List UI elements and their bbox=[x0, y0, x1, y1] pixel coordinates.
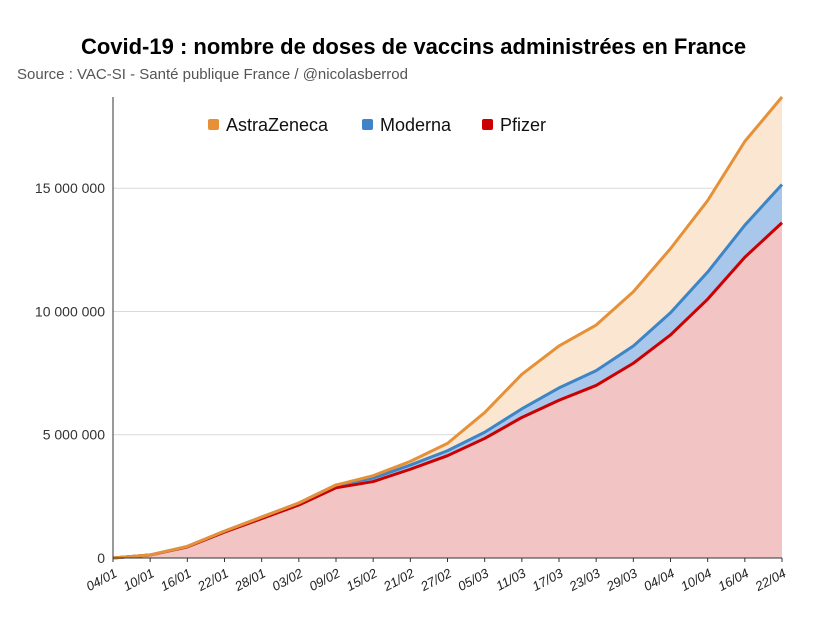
legend-swatch-pfizer bbox=[482, 119, 493, 130]
x-tick-label: 03/02 bbox=[269, 565, 305, 594]
x-tick-label: 10/01 bbox=[121, 565, 157, 594]
legend-label-astrazeneca: AstraZeneca bbox=[226, 115, 329, 135]
x-tick-label: 04/04 bbox=[641, 565, 677, 594]
x-tick-label: 28/01 bbox=[231, 565, 268, 594]
x-tick-label: 16/01 bbox=[158, 565, 194, 594]
x-tick-label: 16/04 bbox=[715, 565, 751, 594]
x-tick-label: 04/01 bbox=[84, 565, 120, 594]
legend-label-moderna: Moderna bbox=[380, 115, 452, 135]
y-tick-label: 10 000 000 bbox=[35, 303, 105, 319]
legend-label-pfizer: Pfizer bbox=[500, 115, 546, 135]
x-tick-label: 22/01 bbox=[194, 565, 231, 594]
area-astrazeneca bbox=[113, 97, 782, 558]
legend-swatch-astrazeneca bbox=[208, 119, 219, 130]
x-tick-label: 27/02 bbox=[417, 565, 454, 594]
x-tick-label: 21/02 bbox=[380, 565, 417, 594]
chart-title: Covid-19 : nombre de doses de vaccins ad… bbox=[80, 34, 747, 59]
x-tick-label: 09/02 bbox=[307, 565, 343, 594]
x-tick-label: 22/04 bbox=[752, 565, 789, 594]
x-tick-label: 10/04 bbox=[678, 565, 714, 594]
x-tick-label: 17/03 bbox=[530, 565, 566, 594]
legend-swatch-moderna bbox=[362, 119, 373, 130]
x-tick-label: 29/03 bbox=[603, 565, 640, 594]
x-tick-label: 11/03 bbox=[493, 565, 529, 593]
y-tick-label: 0 bbox=[97, 550, 105, 566]
x-tick-label: 15/02 bbox=[344, 565, 380, 594]
y-tick-label: 5 000 000 bbox=[43, 427, 105, 443]
x-tick-label: 23/03 bbox=[566, 565, 603, 594]
chart-subtitle: Source : VAC-SI - Santé publique France … bbox=[17, 66, 408, 83]
area-pfizer bbox=[113, 222, 782, 558]
x-tick-label: 05/03 bbox=[455, 565, 491, 594]
legend-item-astrazeneca: AstraZeneca bbox=[208, 115, 329, 135]
legend-item-moderna: Moderna bbox=[362, 115, 452, 135]
legend-item-pfizer: Pfizer bbox=[482, 115, 546, 135]
y-tick-label: 15 000 000 bbox=[35, 180, 105, 196]
